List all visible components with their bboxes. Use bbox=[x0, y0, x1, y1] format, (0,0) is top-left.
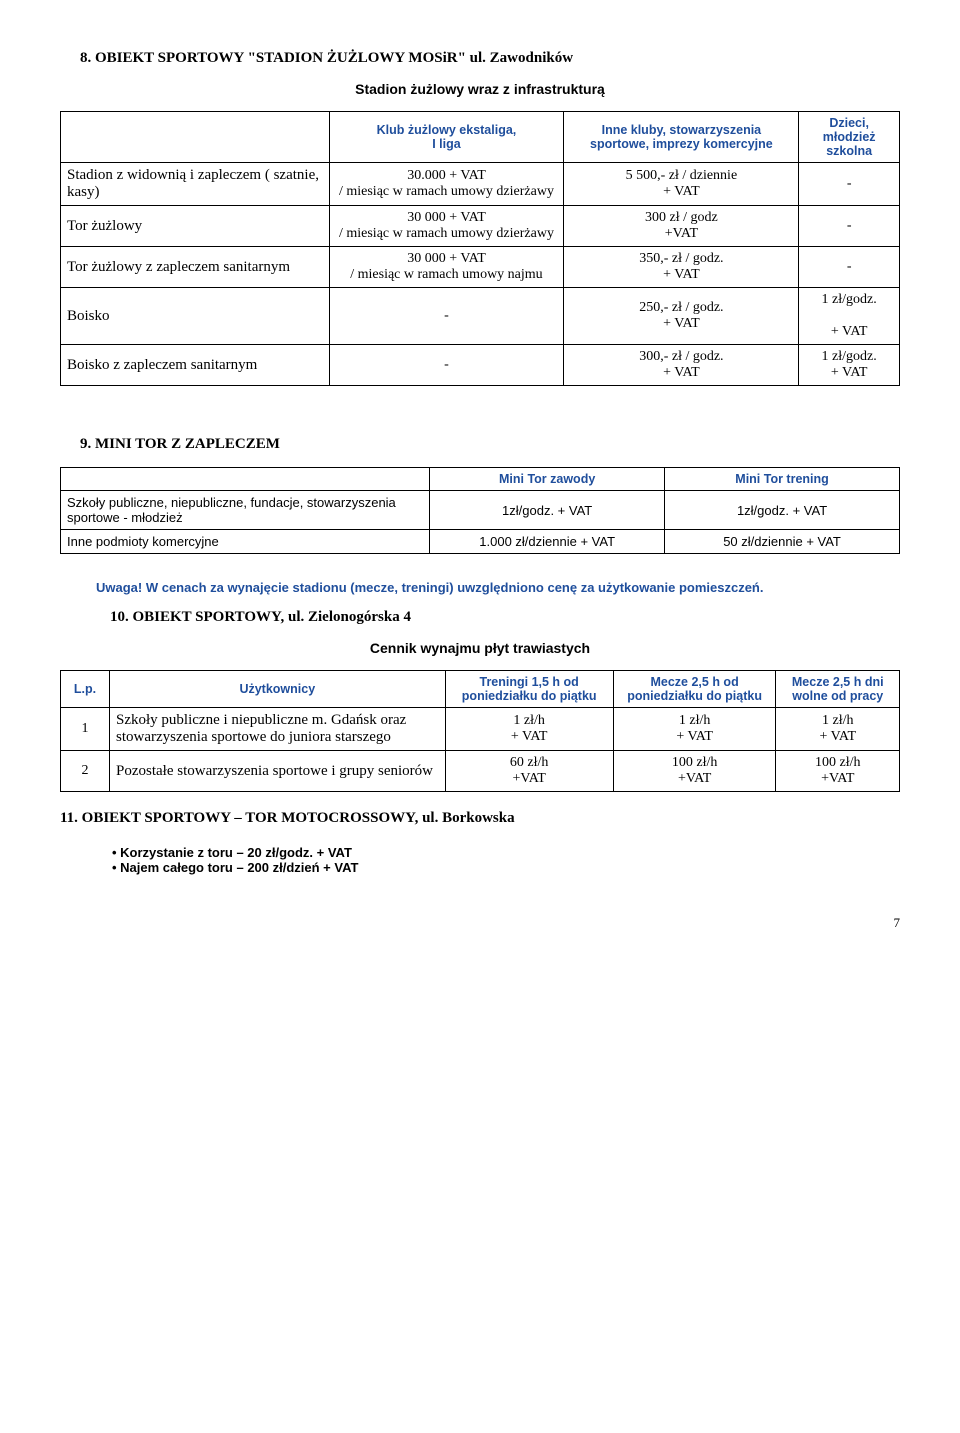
s10-r2c4: 100 zł/h +VAT bbox=[613, 751, 776, 792]
bullet-1: • Korzystanie z toru – 20 zł/godz. + VAT bbox=[112, 845, 900, 860]
s10-r1c5: 1 zł/h + VAT bbox=[776, 708, 900, 751]
s8-r1c4: - bbox=[799, 163, 900, 206]
section9-title: 9. MINI TOR Z ZAPLECZEM bbox=[80, 436, 900, 453]
table-row: Szkoły publiczne, niepubliczne, fundacje… bbox=[61, 491, 900, 530]
s10-r1c4: 1 zł/h + VAT bbox=[613, 708, 776, 751]
s8-h4: Dzieci, młodzież szkolna bbox=[799, 112, 900, 163]
s10-r2c5: 100 zł/h +VAT bbox=[776, 751, 900, 792]
s8-r4c2: - bbox=[329, 288, 564, 345]
s8-r1c2: 30.000 + VAT / miesiąc w ramach umowy dz… bbox=[329, 163, 564, 206]
warning-note: Uwaga! W cenach za wynajęcie stadionu (m… bbox=[96, 580, 900, 595]
s10-r1c3: 1 zł/h + VAT bbox=[445, 708, 613, 751]
s8-r5c1: Boisko z zapleczem sanitarnym bbox=[61, 345, 330, 386]
s8-r4c1: Boisko bbox=[61, 288, 330, 345]
s10-h5: Mecze 2,5 h dni wolne od pracy bbox=[776, 671, 900, 708]
s10-r2lp: 2 bbox=[61, 751, 110, 792]
s9-h3: Mini Tor trening bbox=[665, 468, 900, 491]
table-row: Tor żużlowy 30 000 + VAT / miesiąc w ram… bbox=[61, 206, 900, 247]
s8-r1c1: Stadion z widownią i zapleczem ( szatnie… bbox=[61, 163, 330, 206]
section8-subtitle: Stadion żużlowy wraz z infrastrukturą bbox=[60, 81, 900, 97]
s10-r2c3: 60 zł/h +VAT bbox=[445, 751, 613, 792]
s8-h2: Klub żużlowy ekstaliga, I liga bbox=[329, 112, 564, 163]
s10-r2c2: Pozostałe stowarzyszenia sportowe i grup… bbox=[110, 751, 446, 792]
section8-title: 8. OBIEKT SPORTOWY "STADION ŻUŻLOWY MOSi… bbox=[80, 50, 900, 67]
s8-r4c4: 1 zł/godz. + VAT bbox=[799, 288, 900, 345]
s10-h-lp: L.p. bbox=[61, 671, 110, 708]
s8-r3c1: Tor żużlowy z zapleczem sanitarnym bbox=[61, 247, 330, 288]
s9-r2c2: 1.000 zł/dziennie + VAT bbox=[430, 530, 665, 554]
table-row: Inne podmioty komercyjne 1.000 zł/dzienn… bbox=[61, 530, 900, 554]
s10-r1lp: 1 bbox=[61, 708, 110, 751]
s9-r2c1: Inne podmioty komercyjne bbox=[61, 530, 430, 554]
table-row: Boisko - 250,- zł / godz. + VAT 1 zł/god… bbox=[61, 288, 900, 345]
s8-r3c4: - bbox=[799, 247, 900, 288]
s8-r2c1: Tor żużlowy bbox=[61, 206, 330, 247]
s8-r5c2: - bbox=[329, 345, 564, 386]
s8-h-blank bbox=[61, 112, 330, 163]
s8-r5c4: 1 zł/godz. + VAT bbox=[799, 345, 900, 386]
table-section8: Klub żużlowy ekstaliga, I liga Inne klub… bbox=[60, 111, 900, 386]
s10-h2: Użytkownicy bbox=[110, 671, 446, 708]
table-row: 2 Pozostałe stowarzyszenia sportowe i gr… bbox=[61, 751, 900, 792]
s10-r1c2: Szkoły publiczne i niepubliczne m. Gdańs… bbox=[110, 708, 446, 751]
table-section9: Mini Tor zawody Mini Tor trening Szkoły … bbox=[60, 467, 900, 554]
s8-h3: Inne kluby, stowarzyszenia sportowe, imp… bbox=[564, 112, 799, 163]
section10-title: 10. OBIEKT SPORTOWY, ul. Zielonogórska 4 bbox=[110, 609, 900, 626]
section11-title: 11. OBIEKT SPORTOWY – TOR MOTOCROSSOWY, … bbox=[60, 810, 900, 827]
section10-subtitle: Cennik wynajmu płyt trawiastych bbox=[60, 640, 900, 656]
s8-r5c3: 300,- zł / godz. + VAT bbox=[564, 345, 799, 386]
s9-r1c2: 1zł/godz. + VAT bbox=[430, 491, 665, 530]
page-number: 7 bbox=[60, 915, 900, 931]
s9-r2c3: 50 zł/dziennie + VAT bbox=[665, 530, 900, 554]
s9-h2: Mini Tor zawody bbox=[430, 468, 665, 491]
s8-r1c3: 5 500,- zł / dziennie + VAT bbox=[564, 163, 799, 206]
s9-r1c1: Szkoły publiczne, niepubliczne, fundacje… bbox=[61, 491, 430, 530]
s8-r2c4: - bbox=[799, 206, 900, 247]
s8-r4c3: 250,- zł / godz. + VAT bbox=[564, 288, 799, 345]
s9-h-blank bbox=[61, 468, 430, 491]
s9-r1c3: 1zł/godz. + VAT bbox=[665, 491, 900, 530]
s8-r3c3: 350,- zł / godz. + VAT bbox=[564, 247, 799, 288]
table-section10: L.p. Użytkownicy Treningi 1,5 h od ponie… bbox=[60, 670, 900, 792]
s8-r3c2: 30 000 + VAT / miesiąc w ramach umowy na… bbox=[329, 247, 564, 288]
table-row: Boisko z zapleczem sanitarnym - 300,- zł… bbox=[61, 345, 900, 386]
table-row: Stadion z widownią i zapleczem ( szatnie… bbox=[61, 163, 900, 206]
table-row: 1 Szkoły publiczne i niepubliczne m. Gda… bbox=[61, 708, 900, 751]
s8-r2c3: 300 zł / godz +VAT bbox=[564, 206, 799, 247]
bullet-2: • Najem całego toru – 200 zł/dzień + VAT bbox=[112, 860, 900, 875]
s8-r2c2: 30 000 + VAT / miesiąc w ramach umowy dz… bbox=[329, 206, 564, 247]
s10-h3: Treningi 1,5 h od poniedziałku do piątku bbox=[445, 671, 613, 708]
s10-h4: Mecze 2,5 h od poniedziałku do piątku bbox=[613, 671, 776, 708]
table-row: Tor żużlowy z zapleczem sanitarnym 30 00… bbox=[61, 247, 900, 288]
